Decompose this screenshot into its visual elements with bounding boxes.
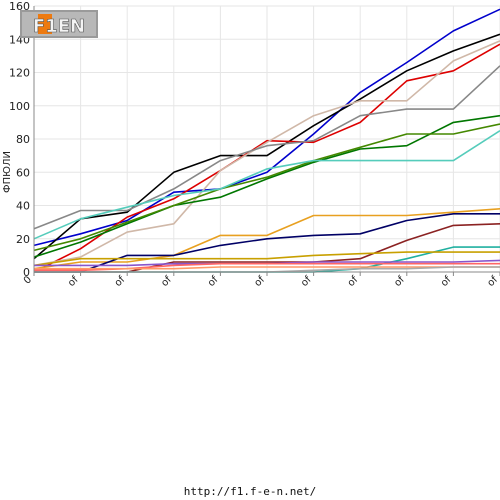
x-tick-label: of — [113, 274, 128, 289]
y-tick-label: 160 — [9, 0, 30, 13]
svg-text:F1EN: F1EN — [33, 16, 85, 37]
footer-url: http://f1.f-e-n.net/ — [183, 485, 317, 498]
f1en-logo: F1EN — [20, 10, 98, 38]
x-tick-label: of — [159, 274, 174, 289]
grid-lines — [33, 5, 500, 273]
x-tick-label: 0 — [22, 274, 34, 286]
y-tick-label: 60 — [16, 166, 30, 179]
x-tick-label: of — [392, 274, 407, 289]
y-tick-label: 0 — [23, 266, 30, 279]
y-tick-label: 120 — [9, 67, 30, 80]
series-line-2 — [33, 33, 500, 260]
series-line-13 — [33, 251, 500, 267]
x-tick-label: of — [439, 274, 454, 289]
series-line-9 — [33, 208, 500, 270]
x-tick-label: of — [299, 274, 314, 289]
y-axis-label: ФПЮЛИ — [2, 151, 13, 193]
x-tick-label: of — [346, 274, 361, 289]
series-line-16 — [34, 266, 500, 270]
y-tick-label: 40 — [16, 200, 30, 213]
series-line-4 — [33, 40, 500, 267]
x-tick-label: of — [253, 274, 268, 289]
x-tick-label: of — [486, 274, 500, 289]
series-line-6 — [33, 114, 500, 258]
series-line-7 — [33, 123, 500, 252]
y-tick-label: 100 — [9, 100, 30, 113]
series-line-10 — [34, 213, 500, 273]
x-tick-label: of — [206, 274, 221, 289]
y-tick-label: 20 — [16, 233, 30, 246]
series-line-1 — [33, 8, 500, 247]
series-line-8 — [33, 130, 500, 240]
x-tick-label: of — [66, 274, 81, 289]
y-tick-label: 80 — [16, 133, 30, 146]
axes — [33, 6, 500, 276]
